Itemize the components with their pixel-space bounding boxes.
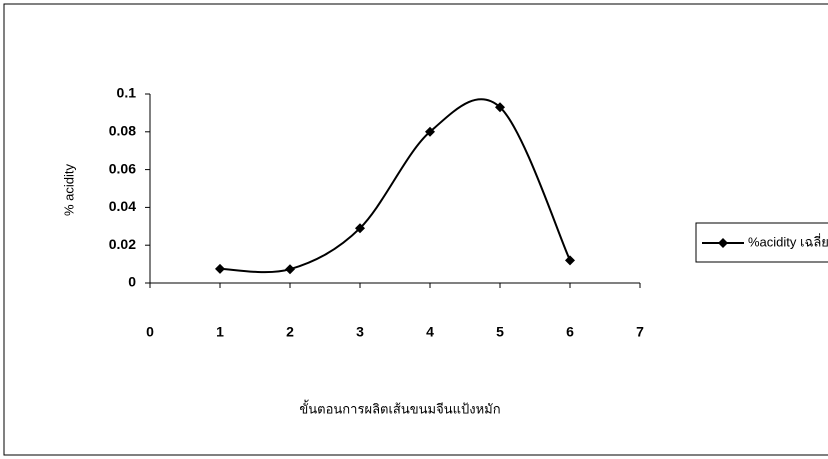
y-tick-label: 0 xyxy=(128,274,136,290)
y-tick-label: 0.02 xyxy=(109,236,136,252)
y-tick-label: 0.06 xyxy=(109,160,136,176)
x-tick-label: 5 xyxy=(496,324,504,340)
x-axis-label: ขั้นตอนการผลิตเส้นขนมจีนแป้งหมัก xyxy=(299,399,500,416)
x-tick-label: 1 xyxy=(216,324,224,340)
y-axis-label: % acidity xyxy=(61,163,76,216)
chart: ขั้นตอนการผลิตเส้นขนมจีนแป้งหมัก % acidi… xyxy=(0,0,828,459)
x-tick-label: 4 xyxy=(426,324,434,340)
x-tick-label: 0 xyxy=(146,324,154,340)
y-tick-label: 0.1 xyxy=(117,85,137,101)
y-tick-label: 0.08 xyxy=(109,123,136,139)
page: ขั้นตอนการผลิตเส้นขนมจีนแป้งหมัก % acidi… xyxy=(0,0,828,459)
x-tick-label: 6 xyxy=(566,324,574,340)
x-tick-label: 7 xyxy=(636,324,644,340)
x-tick-label: 3 xyxy=(356,324,364,340)
y-tick-label: 0.04 xyxy=(109,198,136,214)
legend-label: %acidity เฉลี่ย xyxy=(748,233,828,249)
x-tick-label: 2 xyxy=(286,324,294,340)
